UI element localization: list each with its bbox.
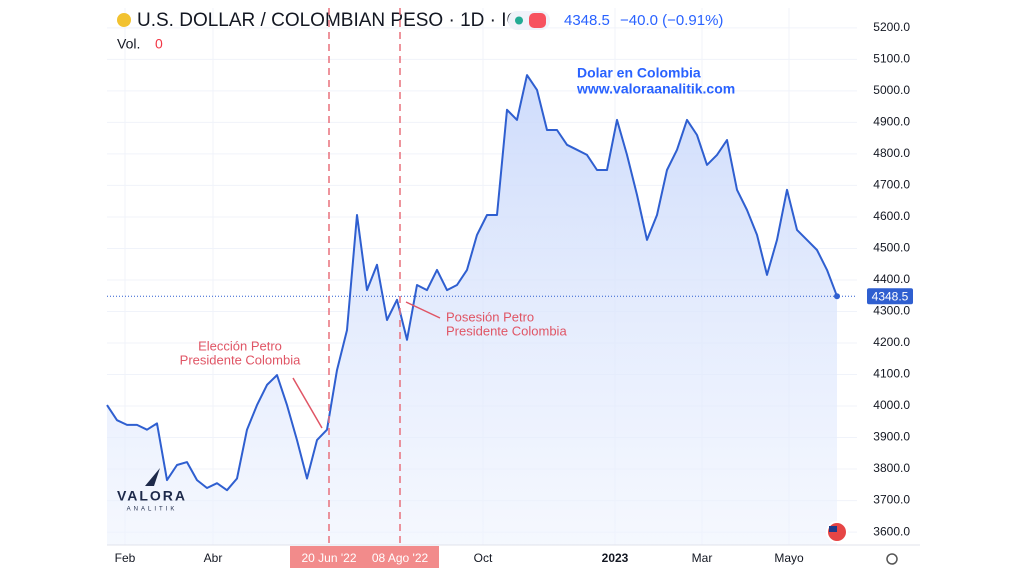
x-tick-label: Mar	[692, 551, 713, 565]
annotation-arrow	[405, 301, 441, 319]
annotation: www.valoraanalitik.com	[576, 81, 735, 97]
y-tick-label: 3600.0	[873, 524, 910, 538]
event-label-box	[361, 546, 439, 568]
logo-subtext: ANALITIK	[127, 507, 178, 513]
x-tick-label: Mayo	[774, 551, 804, 565]
x-tick-label: Feb	[115, 551, 136, 565]
y-tick-label: 3800.0	[873, 461, 910, 475]
last-price: 4348.5	[564, 12, 610, 29]
symbol-icon	[117, 13, 131, 27]
y-tick-label: 3900.0	[873, 430, 910, 444]
event-label: 20 Jun '22	[301, 551, 356, 565]
y-tick-label: 4400.0	[873, 272, 910, 286]
annotation: Dolar en Colombia	[577, 65, 701, 81]
plot	[106, 74, 857, 545]
y-tick-label: 3700.0	[873, 493, 910, 507]
y-tick-label: 5100.0	[873, 52, 910, 66]
last-point	[834, 293, 840, 300]
status-icon	[529, 13, 546, 28]
y-tick-label: 4700.0	[873, 178, 910, 192]
flag-canton	[829, 526, 837, 532]
chart-title: U.S. DOLLAR / COLOMBIAN PESO · 1D · ICE	[137, 10, 533, 31]
volume-label: Vol.	[117, 36, 140, 52]
y-tick-label: 4000.0	[873, 398, 910, 412]
price-change: −40.0 (−0.91%)	[620, 12, 723, 29]
y-tick-label: 4300.0	[873, 304, 910, 318]
area	[107, 75, 837, 545]
annotation: Elección Petro	[198, 338, 282, 353]
event-label-box	[290, 546, 368, 568]
last-price-box	[867, 288, 913, 305]
volume-value: 0	[155, 36, 163, 52]
x-tick-label: Oct	[474, 551, 493, 565]
y-tick-label: 4500.0	[873, 241, 910, 255]
line	[106, 74, 838, 492]
last-price-label: 4348.5	[872, 289, 909, 303]
y-tick-label: 4800.0	[873, 146, 910, 160]
annotation: Posesión Petro	[446, 309, 534, 324]
x-tick-label: Abr	[204, 551, 223, 565]
y-tick-label: 4600.0	[873, 209, 910, 223]
y-tick-label: 4200.0	[873, 335, 910, 349]
status-dot	[515, 16, 523, 25]
y-tick-label: 5000.0	[873, 83, 910, 97]
settings-icon[interactable]	[886, 553, 898, 565]
x-tick-label: 2023	[602, 551, 629, 565]
y-tick-label: 5200.0	[873, 20, 910, 34]
logo-mark	[145, 468, 160, 486]
y-tick-label: 4900.0	[873, 115, 910, 129]
annotation-arrow	[292, 377, 323, 429]
annotation: Presidente Colombia	[446, 323, 567, 338]
annotation: Presidente Colombia	[180, 352, 301, 367]
event-label: 08 Ago '22	[372, 551, 429, 565]
y-tick-label: 4100.0	[873, 367, 910, 381]
logo-text: VALORA	[117, 488, 187, 504]
